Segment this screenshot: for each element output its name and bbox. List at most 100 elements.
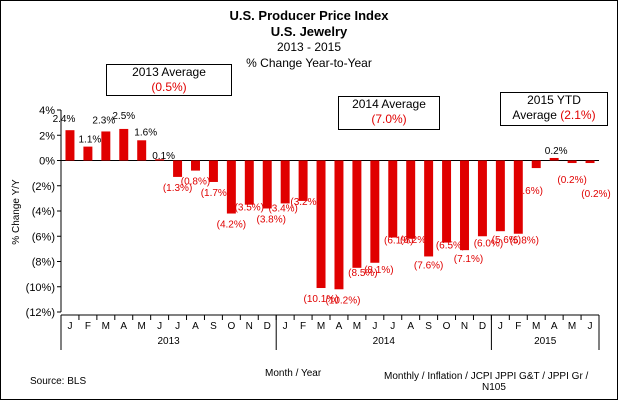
bar: [442, 160, 452, 243]
data-label: (0.2%): [581, 189, 610, 200]
data-label: (7.1%): [454, 254, 483, 265]
bar: [262, 160, 272, 209]
x-tick-label: J: [283, 321, 288, 332]
y-tick-label: (8%): [32, 257, 55, 269]
bar: [244, 160, 254, 205]
bar: [208, 160, 218, 182]
bar: [83, 146, 93, 161]
avg-2013-label: 2013 Average: [132, 65, 206, 79]
bar: [155, 159, 165, 161]
y-tick-label: 0%: [39, 156, 55, 168]
x-tick-label: N: [461, 321, 468, 332]
data-label: (10.2%): [325, 295, 360, 306]
chart-date-range: 2013 - 2015: [276, 40, 342, 54]
x-tick-label: A: [551, 321, 558, 332]
avg-2014-value: (7.0%): [371, 112, 407, 126]
y-tick-label: (6%): [32, 231, 55, 243]
x-tick-label: J: [390, 321, 395, 332]
avg-2014-box: 2014 Average (7.0%): [338, 96, 440, 130]
source-note: Source: BLS: [30, 376, 87, 387]
avg-2015-value: (2.1%): [560, 108, 596, 122]
y-axis-label: % Change Y/Y: [11, 179, 22, 245]
y-tick-label: (10%): [26, 282, 55, 294]
year-label: 2015: [534, 336, 557, 347]
data-label: (7.6%): [414, 260, 443, 271]
bar: [424, 160, 434, 257]
data-label: 2.3%: [92, 115, 115, 126]
data-label: (5.8%): [510, 236, 539, 247]
data-label: (4.2%): [217, 220, 246, 231]
x-tick-label: A: [192, 321, 199, 332]
data-label: (8.5%): [348, 268, 377, 279]
data-label: 2.5%: [112, 111, 135, 122]
bar: [280, 160, 290, 204]
series-note-2: N105: [482, 382, 506, 393]
x-axis-title: Month / Year: [265, 368, 322, 379]
data-label: (6.2%): [400, 235, 429, 246]
bar: [406, 160, 416, 239]
bar: [137, 140, 147, 161]
x-tick-label: F: [300, 321, 306, 332]
avg-2013-box: 2013 Average (0.5%): [106, 64, 232, 96]
data-label: 2.4%: [53, 114, 76, 125]
data-label: (3.4%): [268, 203, 297, 214]
bar: [585, 160, 595, 164]
x-tick-label: M: [102, 321, 110, 332]
bar: [173, 160, 183, 177]
bar: [460, 160, 469, 251]
bar: [531, 160, 541, 169]
data-label: 0.2%: [545, 146, 568, 157]
y-tick-label: 2%: [39, 130, 55, 142]
bar: [388, 160, 398, 238]
x-tick-label: N: [246, 321, 253, 332]
bar: [334, 160, 344, 290]
avg-2015-label: 2015 YTD: [527, 93, 581, 107]
bar: [477, 160, 487, 237]
y-tick-label: (2%): [32, 181, 55, 193]
data-label: (10.1%): [304, 294, 339, 305]
bar: [101, 131, 111, 161]
x-tick-label: O: [227, 321, 235, 332]
x-tick-label: M: [532, 321, 540, 332]
data-label: (6.0%): [474, 238, 503, 249]
bar: [226, 160, 236, 214]
x-tick-label: J: [372, 321, 377, 332]
bar: [549, 157, 559, 161]
chart-measure: % Change Year-to-Year: [246, 56, 372, 70]
bar: [65, 130, 75, 161]
x-tick-label: M: [138, 321, 146, 332]
x-tick-label: M: [353, 321, 361, 332]
x-tick-label: J: [157, 321, 162, 332]
x-tick-label: J: [67, 321, 72, 332]
x-tick-label: A: [407, 321, 414, 332]
x-tick-label: F: [515, 321, 521, 332]
y-tick-label: (12%): [26, 307, 55, 319]
bar: [370, 160, 380, 263]
avg-2015-box: 2015 YTD Average (2.1%): [500, 92, 608, 126]
x-tick-label: A: [120, 321, 127, 332]
data-label: 0.1%: [152, 151, 175, 162]
avg-2013-value: (0.5%): [151, 80, 187, 94]
x-tick-label: D: [264, 321, 271, 332]
bar: [352, 160, 362, 268]
y-tick-label: (4%): [32, 206, 55, 218]
bar: [298, 160, 308, 201]
x-tick-label: J: [588, 321, 593, 332]
data-label: (0.2%): [557, 175, 586, 186]
bar: [567, 160, 577, 164]
data-label: (8.1%): [364, 265, 393, 276]
data-label: (6.1%): [384, 236, 413, 247]
x-tick-label: M: [568, 321, 576, 332]
bar: [191, 160, 200, 171]
data-label: (0.8%): [181, 177, 210, 188]
avg-2015-label2: Average: [512, 108, 557, 122]
x-tick-label: J: [175, 321, 180, 332]
x-tick-label: O: [443, 321, 451, 332]
x-tick-label: S: [210, 321, 217, 332]
chart-title: U.S. Producer Price Index: [229, 8, 389, 23]
y-tick-label: 4%: [39, 105, 55, 117]
x-tick-label: J: [498, 321, 503, 332]
data-label: 1.6%: [134, 127, 157, 138]
bar: [495, 160, 505, 232]
